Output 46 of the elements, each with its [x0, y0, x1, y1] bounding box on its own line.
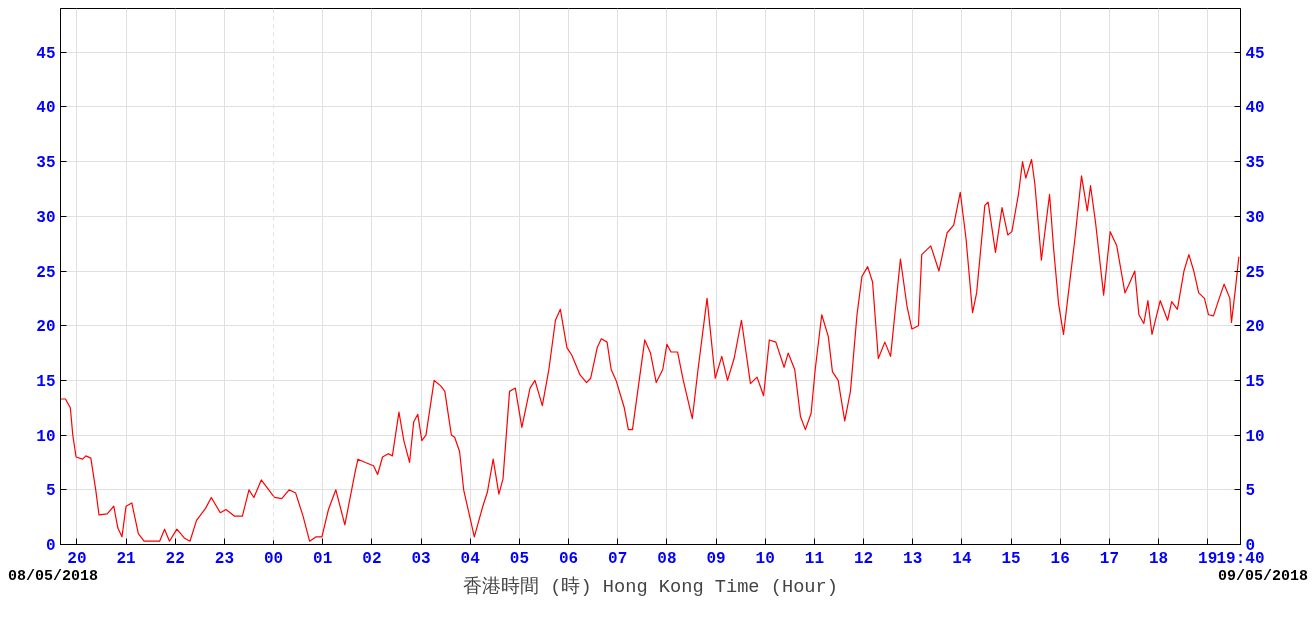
y2-tick-label: 45 — [1245, 44, 1265, 63]
x-tick-label: 04 — [460, 549, 481, 568]
y2-tick-label: 25 — [1245, 263, 1265, 282]
y-tick-label: 10 — [36, 427, 56, 446]
x-tick-label: 02 — [362, 549, 382, 568]
y2-tick-label: 10 — [1245, 427, 1265, 446]
y-tick-label: 40 — [36, 99, 56, 118]
y2-tick-label: 35 — [1245, 154, 1265, 173]
x-tick-label: 03 — [411, 549, 431, 568]
y-tick-label: 15 — [36, 372, 56, 391]
x-tick-label: 07 — [608, 549, 628, 568]
y-tick-label: 5 — [45, 482, 56, 501]
x-tick-label: 17 — [1099, 549, 1119, 568]
x-tick-label: 18 — [1148, 549, 1169, 568]
x-tick-label: 23 — [214, 549, 234, 568]
text: 09/05/2018 — [1217, 567, 1308, 587]
y-tick-label: 30 — [36, 208, 56, 227]
x-tick-label: 16 — [1050, 549, 1070, 568]
y2-tick-label: 20 — [1245, 318, 1265, 337]
y-tick-label: 20 — [36, 318, 56, 337]
x-tick-label: 11 — [804, 549, 824, 568]
y2-tick-label: 15 — [1245, 372, 1265, 391]
x-tick-label: 06 — [558, 549, 579, 568]
text: 08/05/2018 — [8, 567, 99, 587]
x-tick-label: 08 — [657, 549, 677, 568]
y-tick-label: 45 — [36, 44, 56, 63]
x-tick-label: 21 — [116, 549, 136, 568]
x-tick-label: 20 — [67, 549, 87, 568]
x-tick-label: 05 — [509, 549, 529, 568]
y2-tick-label: 30 — [1245, 208, 1265, 227]
x-tick-label: 15 — [1001, 549, 1021, 568]
y2-tick-label: 5 — [1245, 482, 1256, 501]
x-tick-label: 13 — [903, 549, 923, 568]
x-tick-label: 09 — [706, 549, 726, 568]
x-tick-label: 14 — [952, 549, 972, 568]
y-tick-label: 0 — [45, 537, 56, 555]
y-tick-label: 35 — [36, 154, 56, 173]
x-tick-label: 12 — [853, 549, 874, 568]
x-tick-label: 19 — [1198, 549, 1218, 568]
x-tick-label: 01 — [313, 549, 333, 568]
y2-tick-label: 40 — [1245, 99, 1265, 118]
x-tick-label: 00 — [263, 549, 284, 568]
x-axis-title: 香港時間 (時) Hong Kong Time (Hour) — [463, 575, 838, 598]
x-tick-label: 10 — [755, 549, 775, 568]
y-tick-label: 25 — [36, 263, 56, 282]
x-tick-label: 22 — [165, 549, 185, 568]
